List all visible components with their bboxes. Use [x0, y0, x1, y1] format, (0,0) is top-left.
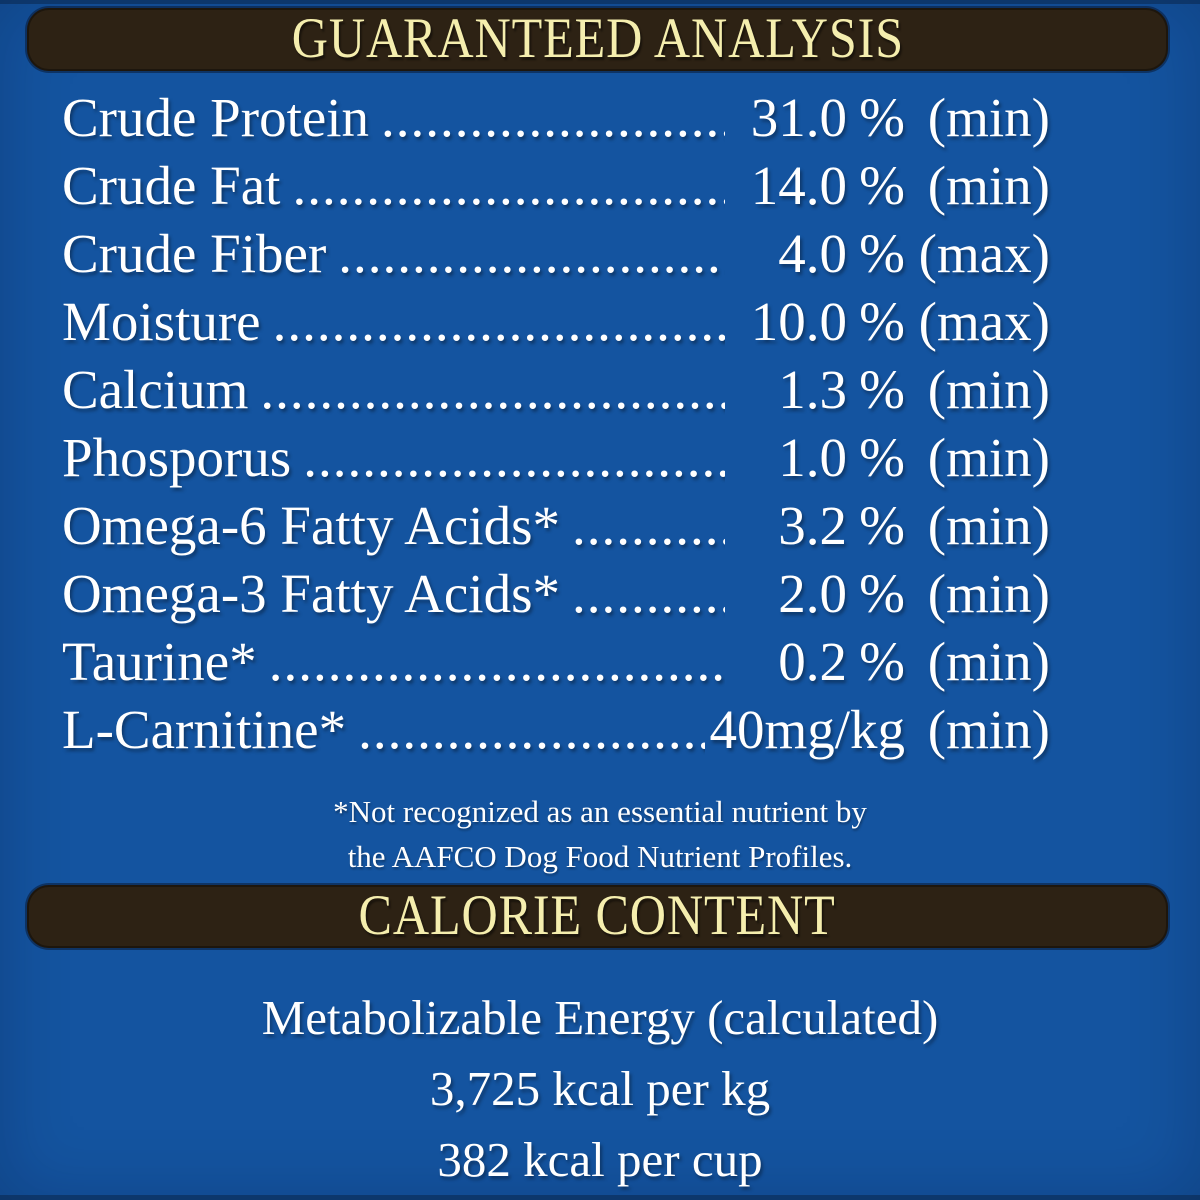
guaranteed-analysis-header-bar: GUARANTEED ANALYSIS	[27, 8, 1168, 71]
nutrient-limit: (min)	[927, 359, 1050, 420]
nutrient-unit: %	[859, 427, 905, 488]
nutrient-unit: %	[859, 563, 905, 624]
table-row-moisture: Moisture ...............................…	[62, 288, 1050, 356]
calorie-content-title: CALORIE CONTENT	[358, 883, 837, 947]
kcal-per-kg-line: 3,725 kcal per kg	[429, 1061, 771, 1116]
nutrient-name: Omega-3 Fatty Acids*	[62, 563, 560, 624]
nutrient-name: Crude Fiber	[62, 223, 327, 284]
bottom-edge-divider	[0, 1195, 1200, 1200]
dot-leader: ........................................…	[268, 631, 725, 692]
table-row-crude-protein: Crude Protein ..........................…	[62, 84, 1050, 152]
nutrient-name: Omega-6 Fatty Acids*	[62, 495, 560, 556]
table-row-crude-fat: Crude Fat ..............................…	[62, 152, 1050, 220]
nutrient-value: 3.2	[778, 495, 847, 556]
nutrient-name: Moisture	[62, 291, 261, 352]
nutrient-unit: %	[859, 223, 905, 284]
nutrient-value: 14.0	[750, 155, 847, 216]
dot-leader: ........................................…	[338, 223, 725, 284]
dot-leader: ........................................…	[260, 359, 725, 420]
nutrient-limit: (max)	[918, 291, 1050, 352]
table-row-l-carnitine: L-Carnitine* ...........................…	[62, 696, 1050, 764]
table-row-omega-3: Omega-3 Fatty Acids* ...................…	[62, 560, 1050, 628]
nutrient-unit: %	[859, 155, 905, 216]
nutrient-unit: %	[859, 359, 905, 420]
dot-leader: ........................................…	[292, 155, 725, 216]
nutrient-unit: %	[859, 87, 905, 148]
nutrient-unit: %	[859, 291, 905, 352]
footnote-line-1: *Not recognized as an essential nutrient…	[333, 794, 867, 829]
nutrient-limit: (min)	[927, 495, 1050, 556]
nutrient-value: 10.0	[750, 291, 847, 352]
nutrient-value: 2.0	[778, 563, 847, 624]
nutrient-name: Taurine*	[62, 631, 257, 692]
calorie-content-header-bar: CALORIE CONTENT	[27, 885, 1168, 948]
top-edge-divider	[0, 0, 1200, 4]
nutrient-value: 31.0	[750, 87, 847, 148]
guaranteed-analysis-table: Crude Protein ..........................…	[62, 84, 1050, 764]
nutrient-value: 4.0	[778, 223, 847, 284]
nutrient-name: Crude Protein	[62, 87, 370, 148]
nutrient-value: 40mg/kg	[709, 699, 905, 760]
nutrient-unit: %	[859, 631, 905, 692]
nutrient-value: 1.0	[778, 427, 847, 488]
table-row-crude-fiber: Crude Fiber ............................…	[62, 220, 1050, 288]
guaranteed-analysis-title: GUARANTEED ANALYSIS	[291, 6, 904, 70]
nutrient-name: Phosporus	[62, 427, 292, 488]
nutrient-limit: (min)	[927, 563, 1050, 624]
nutrient-unit: %	[859, 495, 905, 556]
nutrient-limit: (min)	[927, 699, 1050, 760]
nutrient-limit: (min)	[927, 631, 1050, 692]
dot-leader: ........................................…	[272, 291, 725, 352]
table-row-calcium: Calcium ................................…	[62, 356, 1050, 424]
dot-leader: ........................................…	[381, 87, 725, 148]
dot-leader: ........................................…	[571, 495, 725, 556]
nutrient-name: Calcium	[62, 359, 249, 420]
kcal-per-cup-line: 382 kcal per cup	[437, 1132, 763, 1187]
table-row-omega-6: Omega-6 Fatty Acids* ...................…	[62, 492, 1050, 560]
table-row-phosporus: Phosporus ..............................…	[62, 424, 1050, 492]
nutrient-name: L-Carnitine*	[62, 699, 347, 760]
metabolizable-energy-line: Metabolizable Energy (calculated)	[261, 990, 939, 1045]
nutrient-value: 0.2	[778, 631, 847, 692]
nutrient-limit: (max)	[918, 223, 1050, 284]
dot-leader: ........................................…	[358, 699, 705, 760]
nutrient-name: Crude Fat	[62, 155, 281, 216]
nutrient-value: 1.3	[778, 359, 847, 420]
aafco-footnote: *Not recognized as an essential nutrient…	[0, 789, 1200, 879]
footnote-line-2: the AAFCO Dog Food Nutrient Profiles.	[347, 839, 853, 874]
nutrient-limit: (min)	[927, 427, 1050, 488]
dot-leader: ........................................…	[303, 427, 725, 488]
dot-leader: ........................................…	[571, 563, 725, 624]
calorie-content-body: Metabolizable Energy (calculated) 3,725 …	[0, 982, 1200, 1195]
nutrient-limit: (min)	[927, 155, 1050, 216]
nutrient-limit: (min)	[927, 87, 1050, 148]
table-row-taurine: Taurine* ...............................…	[62, 628, 1050, 696]
